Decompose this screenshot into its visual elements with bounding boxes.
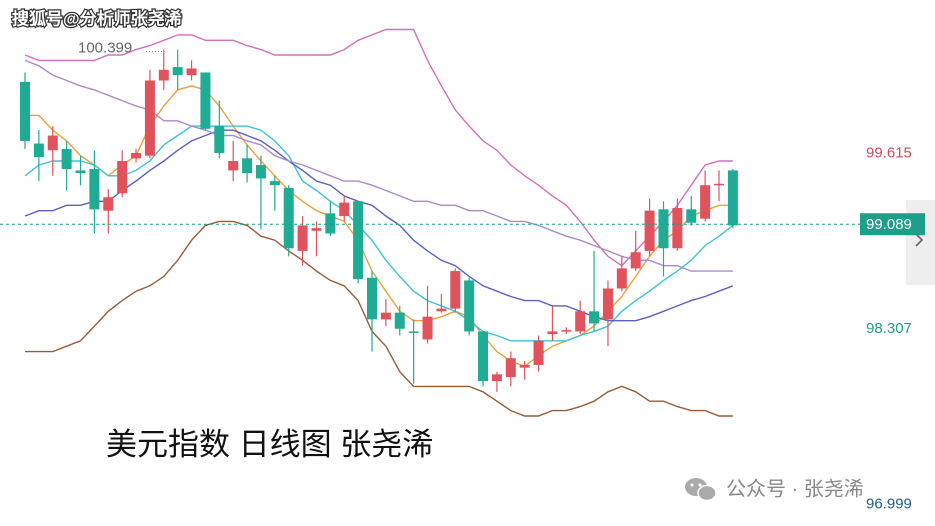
- candle-body: [89, 169, 100, 210]
- y-tick-label: 96.999: [866, 496, 912, 513]
- candle-body: [700, 185, 711, 219]
- y-tick-label: 98.307: [866, 320, 912, 337]
- candle-body: [547, 331, 558, 335]
- candle-body: [589, 311, 600, 324]
- high-marker-label: 100.399: [78, 39, 132, 56]
- candle-body: [131, 152, 142, 159]
- candle-body: [158, 69, 169, 81]
- candle-body: [75, 170, 86, 174]
- candle-body: [714, 183, 724, 186]
- candle-body: [561, 330, 572, 332]
- indicator-line: [24, 28, 733, 267]
- candle-body: [575, 311, 586, 332]
- plot-area: [0, 28, 860, 417]
- candle-body: [186, 68, 197, 76]
- candle-body: [242, 158, 253, 174]
- candle-body: [686, 209, 697, 223]
- candle-body: [616, 268, 627, 289]
- candle-body: [103, 197, 114, 211]
- candle-body: [672, 207, 683, 249]
- candle-body: [367, 277, 377, 320]
- candle-body: [658, 209, 669, 249]
- candle-body: [255, 165, 266, 179]
- last-price-box: [860, 213, 925, 236]
- candle-body: [339, 202, 350, 217]
- candle-body: [644, 210, 655, 251]
- caption: 美元指数 日线图 张尧浠: [106, 427, 433, 462]
- candle-body: [172, 67, 183, 76]
- candle-body: [436, 308, 447, 312]
- candle-body: [630, 252, 641, 269]
- y-tick-label: 99.615: [866, 145, 912, 162]
- candle-body: [602, 288, 613, 320]
- candle-body: [297, 225, 308, 251]
- candle-body: [200, 72, 211, 129]
- candle-body: [20, 81, 30, 141]
- candle-body: [283, 187, 294, 249]
- indicator-line: [24, 59, 733, 272]
- watermark: 搜狐号@分析师张尧浠: [12, 8, 182, 28]
- last-price-label: 99.089: [866, 216, 912, 233]
- candle-body: [394, 312, 405, 329]
- candle-body: [47, 135, 58, 151]
- indicator-line: [25, 220, 733, 417]
- candle-body: [491, 374, 502, 382]
- candle-body: [505, 358, 516, 378]
- indicator-line: [24, 129, 734, 322]
- candle-body: [269, 181, 280, 186]
- candle-body: [117, 161, 128, 194]
- candle-body: [144, 80, 155, 156]
- candle-body: [450, 271, 461, 309]
- side-tab-arrow[interactable]: [915, 233, 924, 247]
- footer-text: 公众号 · 张尧浠: [726, 477, 864, 500]
- candle-body: [380, 312, 391, 320]
- indicator-line: [25, 85, 733, 368]
- indicator-line: [24, 125, 734, 342]
- candle-body: [422, 316, 433, 340]
- candle-body: [464, 280, 475, 332]
- candle-body: [228, 161, 239, 171]
- footer-icon: [685, 478, 717, 502]
- candle-body: [311, 228, 322, 231]
- candle-body: [408, 331, 419, 333]
- candle-body: [214, 126, 225, 153]
- candle-body: [533, 340, 544, 365]
- candle-body: [478, 331, 489, 382]
- candle-body: [325, 213, 336, 234]
- candle-body: [727, 170, 738, 226]
- candle-body: [61, 148, 72, 170]
- candle-body: [33, 143, 44, 157]
- candle-body: [519, 364, 530, 368]
- candle-body: [353, 201, 364, 280]
